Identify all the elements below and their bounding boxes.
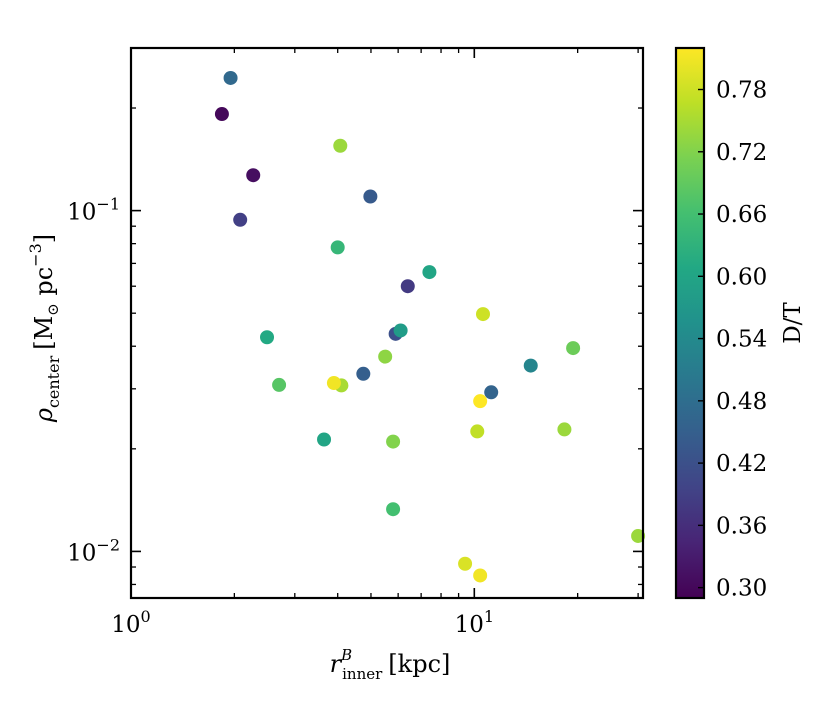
data-point [214, 107, 229, 122]
colorbar-tick-label: 0.48 [716, 389, 767, 415]
x-tick-label-base: 10 [111, 612, 140, 638]
colorbar-label: D/T [780, 302, 806, 344]
data-point [326, 376, 341, 391]
x-tick-label-exponent: 1 [484, 607, 494, 626]
data-point [557, 422, 572, 437]
data-point [470, 424, 485, 439]
data-point [386, 502, 401, 517]
colorbar-tick-label: 0.78 [716, 78, 767, 104]
data-point [356, 366, 371, 381]
colorbar-tick-label: 0.54 [716, 327, 767, 353]
y-tick-labels: 10−210−1 [67, 195, 120, 567]
minor-ticks [131, 48, 643, 598]
colorbar-frame [674, 46, 706, 600]
colorbar-ticks: 0.30 0.36 0.42 0.48 0.54 0.60 0.66 0.72 0.78 [698, 78, 767, 602]
major-ticks [130, 48, 643, 598]
x-tick-label-exponent: 0 [141, 607, 151, 626]
data-point [458, 556, 473, 571]
data-point [484, 385, 499, 400]
colorbar-tick-label: 0.36 [716, 513, 767, 539]
colorbar-gradient [676, 48, 704, 598]
y-tick-label-base: 10 [67, 540, 96, 566]
data-point [631, 528, 646, 543]
x-tick-labels: 100 101 [111, 607, 494, 638]
colorbar-tick-label: 0.66 [716, 202, 767, 228]
data-point [233, 212, 248, 227]
colorbar-tick-label: 0.42 [716, 451, 767, 477]
y-tick-label-base: 10 [67, 200, 96, 226]
plot-frame [129, 46, 645, 600]
data-point [246, 168, 261, 183]
x-tick-label: 101 [455, 607, 494, 638]
data-point [363, 189, 378, 204]
colorbar-tick-label: 0.60 [716, 264, 767, 290]
data-point [317, 432, 332, 447]
data-point [473, 394, 488, 409]
y-axis-label: ρcenter[M⊙ pc−3] [26, 234, 63, 423]
data-point [333, 138, 348, 153]
data-point [473, 568, 488, 583]
data-point [330, 240, 345, 255]
y-tick-label: 10−2 [67, 535, 120, 566]
y-tick-label: 10−1 [67, 195, 120, 226]
y-tick-label-exponent: −1 [96, 195, 120, 214]
data-point [386, 434, 401, 449]
data-point [393, 323, 408, 338]
data-point [260, 330, 275, 345]
x-tick-label-base: 10 [455, 612, 484, 638]
colorbar-tick-label: 0.30 [716, 576, 767, 602]
data-point [475, 307, 490, 322]
data-point [422, 265, 437, 280]
data-point [400, 279, 415, 294]
data-point [223, 70, 238, 85]
y-tick-label-exponent: −2 [96, 535, 120, 554]
data-points [214, 70, 646, 583]
data-point [378, 349, 393, 364]
data-point [272, 377, 287, 392]
data-point [566, 341, 581, 356]
x-axis-label: rB inner [kpc] [330, 646, 451, 683]
colorbar-tick-label: 0.72 [716, 140, 767, 166]
data-point [523, 358, 538, 373]
x-tick-label: 100 [111, 607, 150, 638]
